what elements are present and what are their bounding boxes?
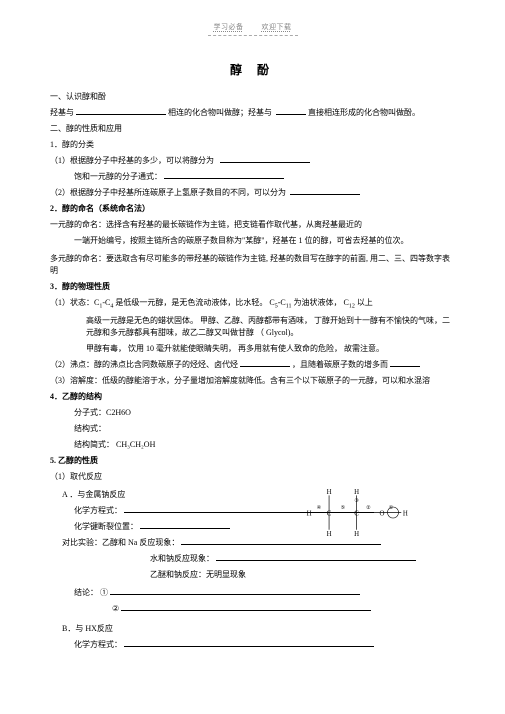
svg-text:H: H [354, 489, 359, 496]
blank-line [164, 171, 284, 179]
section-1-heading: 一、认识醇和酚 [50, 91, 455, 103]
svg-text:H: H [307, 510, 312, 517]
q1-a: （1）根据醇分子中羟基的多少，可以将醇分为 [50, 155, 455, 167]
q2-a: 一元醇的命名：选择含有羟基的最长碳链作为主链，把支链看作取代基，从离羟基最近的 [50, 219, 455, 231]
q5A-e: ② [50, 603, 455, 615]
s1-t1: 羟基与 [50, 108, 74, 117]
q3-heading: 3．醇的物理性质 [50, 281, 455, 293]
q5A-d: 结论： ① [50, 587, 455, 599]
svg-text:O: O [380, 510, 385, 517]
svg-text:C: C [327, 510, 332, 517]
blank-line [220, 155, 310, 163]
blank-line [276, 107, 306, 115]
svg-text:H: H [327, 531, 332, 538]
svg-text:H: H [327, 489, 332, 496]
svg-text:④: ④ [317, 505, 322, 511]
header-divider [208, 35, 298, 36]
header-left: 学习必备 [214, 23, 244, 31]
doc-title: 醇 酚 [50, 61, 455, 79]
q5-sub: （1）取代反应 [50, 471, 455, 483]
blank-line [140, 521, 230, 529]
q4-a: 分子式：C2H6O [50, 407, 455, 419]
q3-e: （3）溶解度：低级的醇能溶于水，分子量增加溶解度就降低。含有三个以下碳原子的一元… [50, 375, 455, 387]
q2-c: 多元醇的命名：要选取含有尽可能多的带羟基的碳链作为主链, 羟基的数目写在醇字的前… [50, 253, 455, 277]
svg-text:H: H [354, 531, 359, 538]
page-header: 学习必备 欢迎下载 [50, 22, 455, 33]
q4-b: 结构式： [50, 423, 455, 435]
q1-b-text: 饱和一元醇的分子通式： [74, 172, 162, 181]
blank-line [121, 603, 371, 611]
blank-line [110, 587, 360, 595]
q4-c: 结构简式： CH₃CH₂OH [50, 439, 455, 451]
q5A-c2: 水和钠反应现象： [50, 553, 455, 565]
svg-text:C: C [354, 510, 359, 517]
blank-line [390, 359, 420, 367]
q5B-a: 化学方程式： [50, 639, 455, 651]
svg-text:⑤: ⑤ [341, 505, 346, 511]
q3-d: （2）沸点：醇的沸点比含同数碳原子的烃烃、卤代烃 ，且随着碳原子数的增多而 [50, 359, 455, 371]
blank-line [290, 187, 360, 195]
s1-t2: 相连的化合物叫做醇；羟基与 [168, 108, 272, 117]
section-1-line1: 羟基与 相连的化合物叫做醇；羟基与 直接相连形成的化合物叫做酚。 [50, 107, 455, 119]
q2-b: 一端开始编号，按照主链所含的碳原子数目称为"某醇"，羟基在 1 位的醇，可省去羟… [50, 235, 455, 247]
ethanol-structure-diagram: H H H C H H C O H ④ ⑤ ③ ② ① [305, 485, 415, 540]
q5B-heading: B．与 HX反应 [50, 623, 455, 635]
s1-t3: 直接相连形成的化合物叫做酚。 [308, 108, 420, 117]
q4-heading: 4．乙醇的结构 [50, 391, 455, 403]
q1-a-text: （1）根据醇分子中羟基的多少，可以将醇分为 [50, 156, 214, 165]
q1-c: （2）根据醇分子中羟基所连碳原子上氢原子数目的不同，可以分为 [50, 187, 455, 199]
q3-c: 甲醇有毒， 饮用 10 毫升就能使眼睛失明， 再多用就有使人致命的危险， 故需注… [50, 343, 455, 355]
q1-c-text: （2）根据醇分子中羟基所连碳原子上氢原子数目的不同，可以分为 [50, 188, 286, 197]
q5-heading: 5. 乙醇的性质 [50, 455, 455, 467]
q2-heading: 2．醇的命名（系统命名法） [50, 203, 455, 215]
q1-b: 饱和一元醇的分子通式： [50, 171, 455, 183]
blank-line [216, 553, 416, 561]
blank-line [240, 359, 290, 367]
q5A-c3: 乙醚和钠反应：无明显现象 [50, 569, 455, 581]
q3-state: （1）状态：C1-C4 是低级一元醇，是无色流动液体，比水轻。 C5-C11 为… [50, 297, 455, 312]
svg-text:H: H [403, 510, 408, 517]
blank-line [76, 107, 166, 115]
svg-text:②: ② [366, 505, 371, 511]
section-2-heading: 二、醇的性质和应用 [50, 123, 455, 135]
header-right: 欢迎下载 [262, 23, 292, 31]
svg-text:③: ③ [354, 498, 359, 504]
blank-line [124, 639, 374, 647]
q3-b: 高级一元醇是无色的蜡状固体。 甲醇、乙醇、丙醇都带有酒味， 丁醇开始到十一醇有不… [50, 315, 455, 339]
q1-heading: 1．醇的分类 [50, 139, 455, 151]
